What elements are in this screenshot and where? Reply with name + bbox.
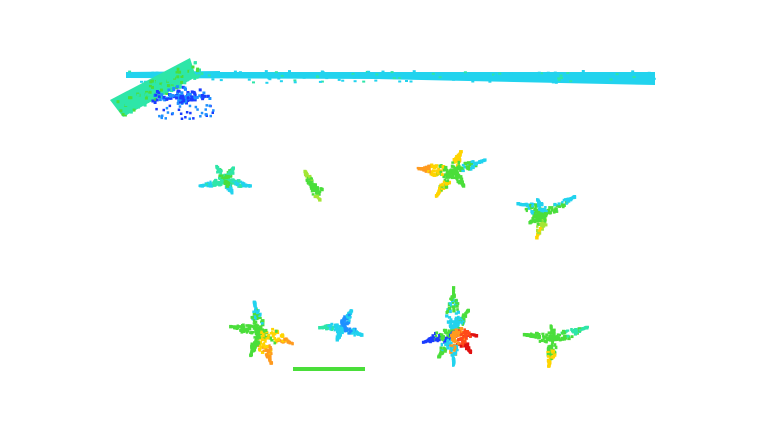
short-bar <box>293 367 365 371</box>
blue-cluster <box>151 85 215 120</box>
plant-8 <box>522 324 589 368</box>
plant-3 <box>416 150 487 198</box>
plant-6 <box>318 309 364 342</box>
tilted-slab <box>110 58 204 117</box>
plant-5 <box>229 300 294 365</box>
long-bar <box>126 70 656 85</box>
plant-7 <box>421 286 479 367</box>
plant-4 <box>516 195 577 240</box>
plant-1 <box>198 164 252 195</box>
plant-2 <box>303 169 324 202</box>
